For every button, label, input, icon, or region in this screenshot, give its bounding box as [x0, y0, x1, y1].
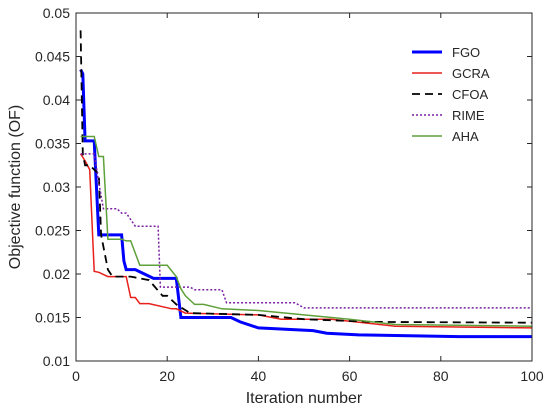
- series-layer: [79, 30, 533, 339]
- x-tick-label: 0: [72, 368, 80, 384]
- series-line-fgo: [79, 68, 532, 339]
- x-tick-label: 80: [433, 368, 449, 384]
- legend-label-gcra: GCRA: [452, 66, 490, 81]
- x-axis-label: Iteration number: [246, 390, 363, 407]
- x-tick-label: 40: [251, 368, 267, 384]
- y-tick-label: 0.025: [35, 223, 70, 239]
- series-line-gcra: [79, 153, 533, 329]
- series-line-aha: [80, 135, 533, 327]
- y-tick-label: 0.035: [35, 136, 70, 152]
- x-tick-label: 20: [159, 368, 175, 384]
- legend-label-rime: RIME: [452, 108, 485, 123]
- legend-label-aha: AHA: [452, 129, 479, 144]
- y-tick-label: 0.05: [43, 5, 70, 21]
- legend: FGO GCRA CFOA RIME AHA: [412, 45, 490, 144]
- y-tick-label: 0.04: [43, 92, 70, 108]
- y-tick-label: 0.02: [43, 266, 70, 282]
- tick-layer: 0 20 40 60 80 100 0.01 0.015 0.02 0.025 0.03 0.035 0…: [35, 5, 544, 384]
- series-line-rime: [80, 153, 532, 309]
- y-tick-label: 0.015: [35, 310, 70, 326]
- y-axis-label: Objective function (OF): [7, 105, 24, 270]
- y-tick-label: 0.045: [35, 49, 70, 65]
- x-tick-label: 100: [520, 368, 544, 384]
- y-tick-label: 0.03: [43, 179, 70, 195]
- x-tick-label: 60: [342, 368, 358, 384]
- legend-label-fgo: FGO: [452, 45, 480, 60]
- y-tick-label: 0.01: [43, 353, 70, 369]
- legend-label-cfoa: CFOA: [452, 87, 488, 102]
